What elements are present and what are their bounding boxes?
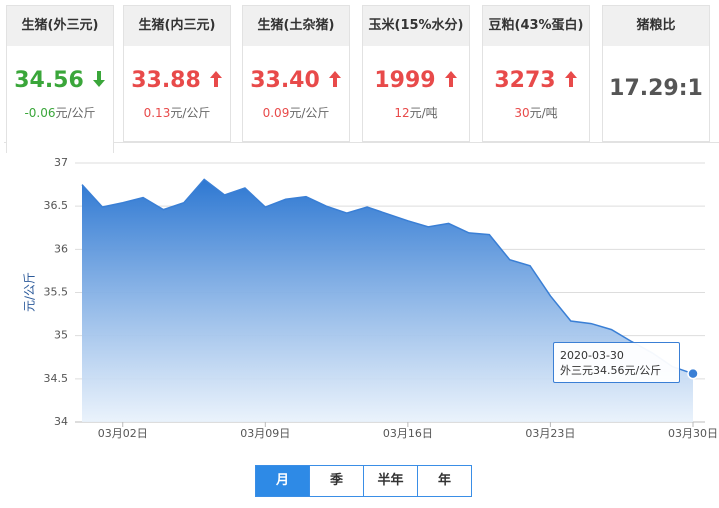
tabs: 月季半年年 <box>255 465 472 497</box>
y-tick-label: 35 <box>54 329 68 342</box>
y-tick-label: 37 <box>54 156 68 169</box>
x-tick-label: 03月02日 <box>98 427 148 440</box>
y-tick-label: 34.5 <box>44 372 69 385</box>
arrow-shape <box>92 71 105 87</box>
trend-arrow <box>209 71 222 87</box>
card-title: 猪粮比 <box>603 6 709 46</box>
card-value: 34.56 <box>7 68 113 96</box>
tooltip: 2020-03-30 外三元34.56元/公斤 <box>553 342 680 383</box>
y-tick-label: 35.5 <box>44 286 69 299</box>
change-unit: 元/吨 <box>409 106 438 120</box>
change-number: 0.13 <box>143 106 171 120</box>
point <box>687 367 699 380</box>
tab[interactable]: 年 <box>417 466 471 496</box>
arrow-shape <box>564 71 577 87</box>
card-change: 12元/吨 <box>363 104 469 121</box>
card-value: 1999 <box>363 68 469 96</box>
card-value: 33.40 <box>243 68 349 96</box>
y-axis-label: 元/公斤 <box>23 272 37 312</box>
chart-panel <box>4 142 719 508</box>
x-tick-label: 03月09日 <box>240 427 290 440</box>
change-number: 12 <box>394 106 410 120</box>
y-tick-label: 36 <box>54 242 68 255</box>
y-tick-label: 34 <box>54 415 68 428</box>
card-title: 玉米(15%水分) <box>363 6 469 46</box>
change-number: 0.09 <box>262 106 290 120</box>
change-unit: 元/公斤 <box>55 106 96 120</box>
area <box>82 179 693 422</box>
card-value: 17.29:1 <box>603 76 709 104</box>
card[interactable]: 猪粮比 17.29:1 <box>602 5 710 142</box>
card-value: 33.88 <box>124 68 230 96</box>
change-unit: 元/公斤 <box>170 106 211 120</box>
card[interactable]: 玉米(15%水分) 1999 12元/吨 <box>362 5 470 142</box>
card-change: -0.06元/公斤 <box>7 104 113 121</box>
tooltip-text: 外三元34.56元/公斤 <box>560 364 662 377</box>
card-change: 0.13元/公斤 <box>124 104 230 121</box>
value-text: 34.56 <box>14 68 84 93</box>
trend-arrow <box>564 71 577 87</box>
card-title: 生猪(土杂猪) <box>243 6 349 46</box>
line <box>81 178 694 375</box>
card-title: 生猪(外三元) <box>7 6 113 46</box>
tab[interactable]: 半年 <box>363 466 417 496</box>
value-text: 33.88 <box>131 68 201 93</box>
card[interactable]: 生猪(外三元) 34.56 -0.06元/公斤 <box>6 5 114 153</box>
tooltip-date: 2020-03-30 <box>560 349 624 362</box>
card-change: 30元/吨 <box>483 104 589 121</box>
trend-arrow <box>444 71 457 87</box>
x-tick-label: 03月16日 <box>383 427 433 440</box>
change-number: -0.06 <box>24 106 56 120</box>
tab[interactable]: 月 <box>256 466 309 496</box>
trend-arrow <box>92 71 105 87</box>
y-tick-label: 36.5 <box>44 199 69 212</box>
value-text: 3273 <box>494 68 556 93</box>
card[interactable]: 生猪(土杂猪) 33.40 0.09元/公斤 <box>242 5 350 142</box>
change-unit: 元/吨 <box>529 106 558 120</box>
change-number: 30 <box>514 106 530 120</box>
card-title: 生猪(内三元) <box>124 6 230 46</box>
value-text: 17.29:1 <box>609 76 703 101</box>
arrow-shape <box>444 71 457 87</box>
card[interactable]: 豆粕(43%蛋白) 3273 30元/吨 <box>482 5 590 142</box>
x-tick-label: 03月30日 <box>668 427 718 440</box>
value-text: 1999 <box>374 68 436 93</box>
x-tick-label: 03月23日 <box>525 427 575 440</box>
card-value: 3273 <box>483 68 589 96</box>
card-change: 0.09元/公斤 <box>243 104 349 121</box>
card-title: 豆粕(43%蛋白) <box>483 6 589 46</box>
arrow-shape <box>328 71 341 87</box>
value-text: 33.40 <box>250 68 320 93</box>
tab[interactable]: 季 <box>309 466 363 496</box>
change-unit: 元/公斤 <box>289 106 330 120</box>
arrow-shape <box>209 71 222 87</box>
trend-arrow <box>328 71 341 87</box>
card[interactable]: 生猪(内三元) 33.88 0.13元/公斤 <box>123 5 231 142</box>
